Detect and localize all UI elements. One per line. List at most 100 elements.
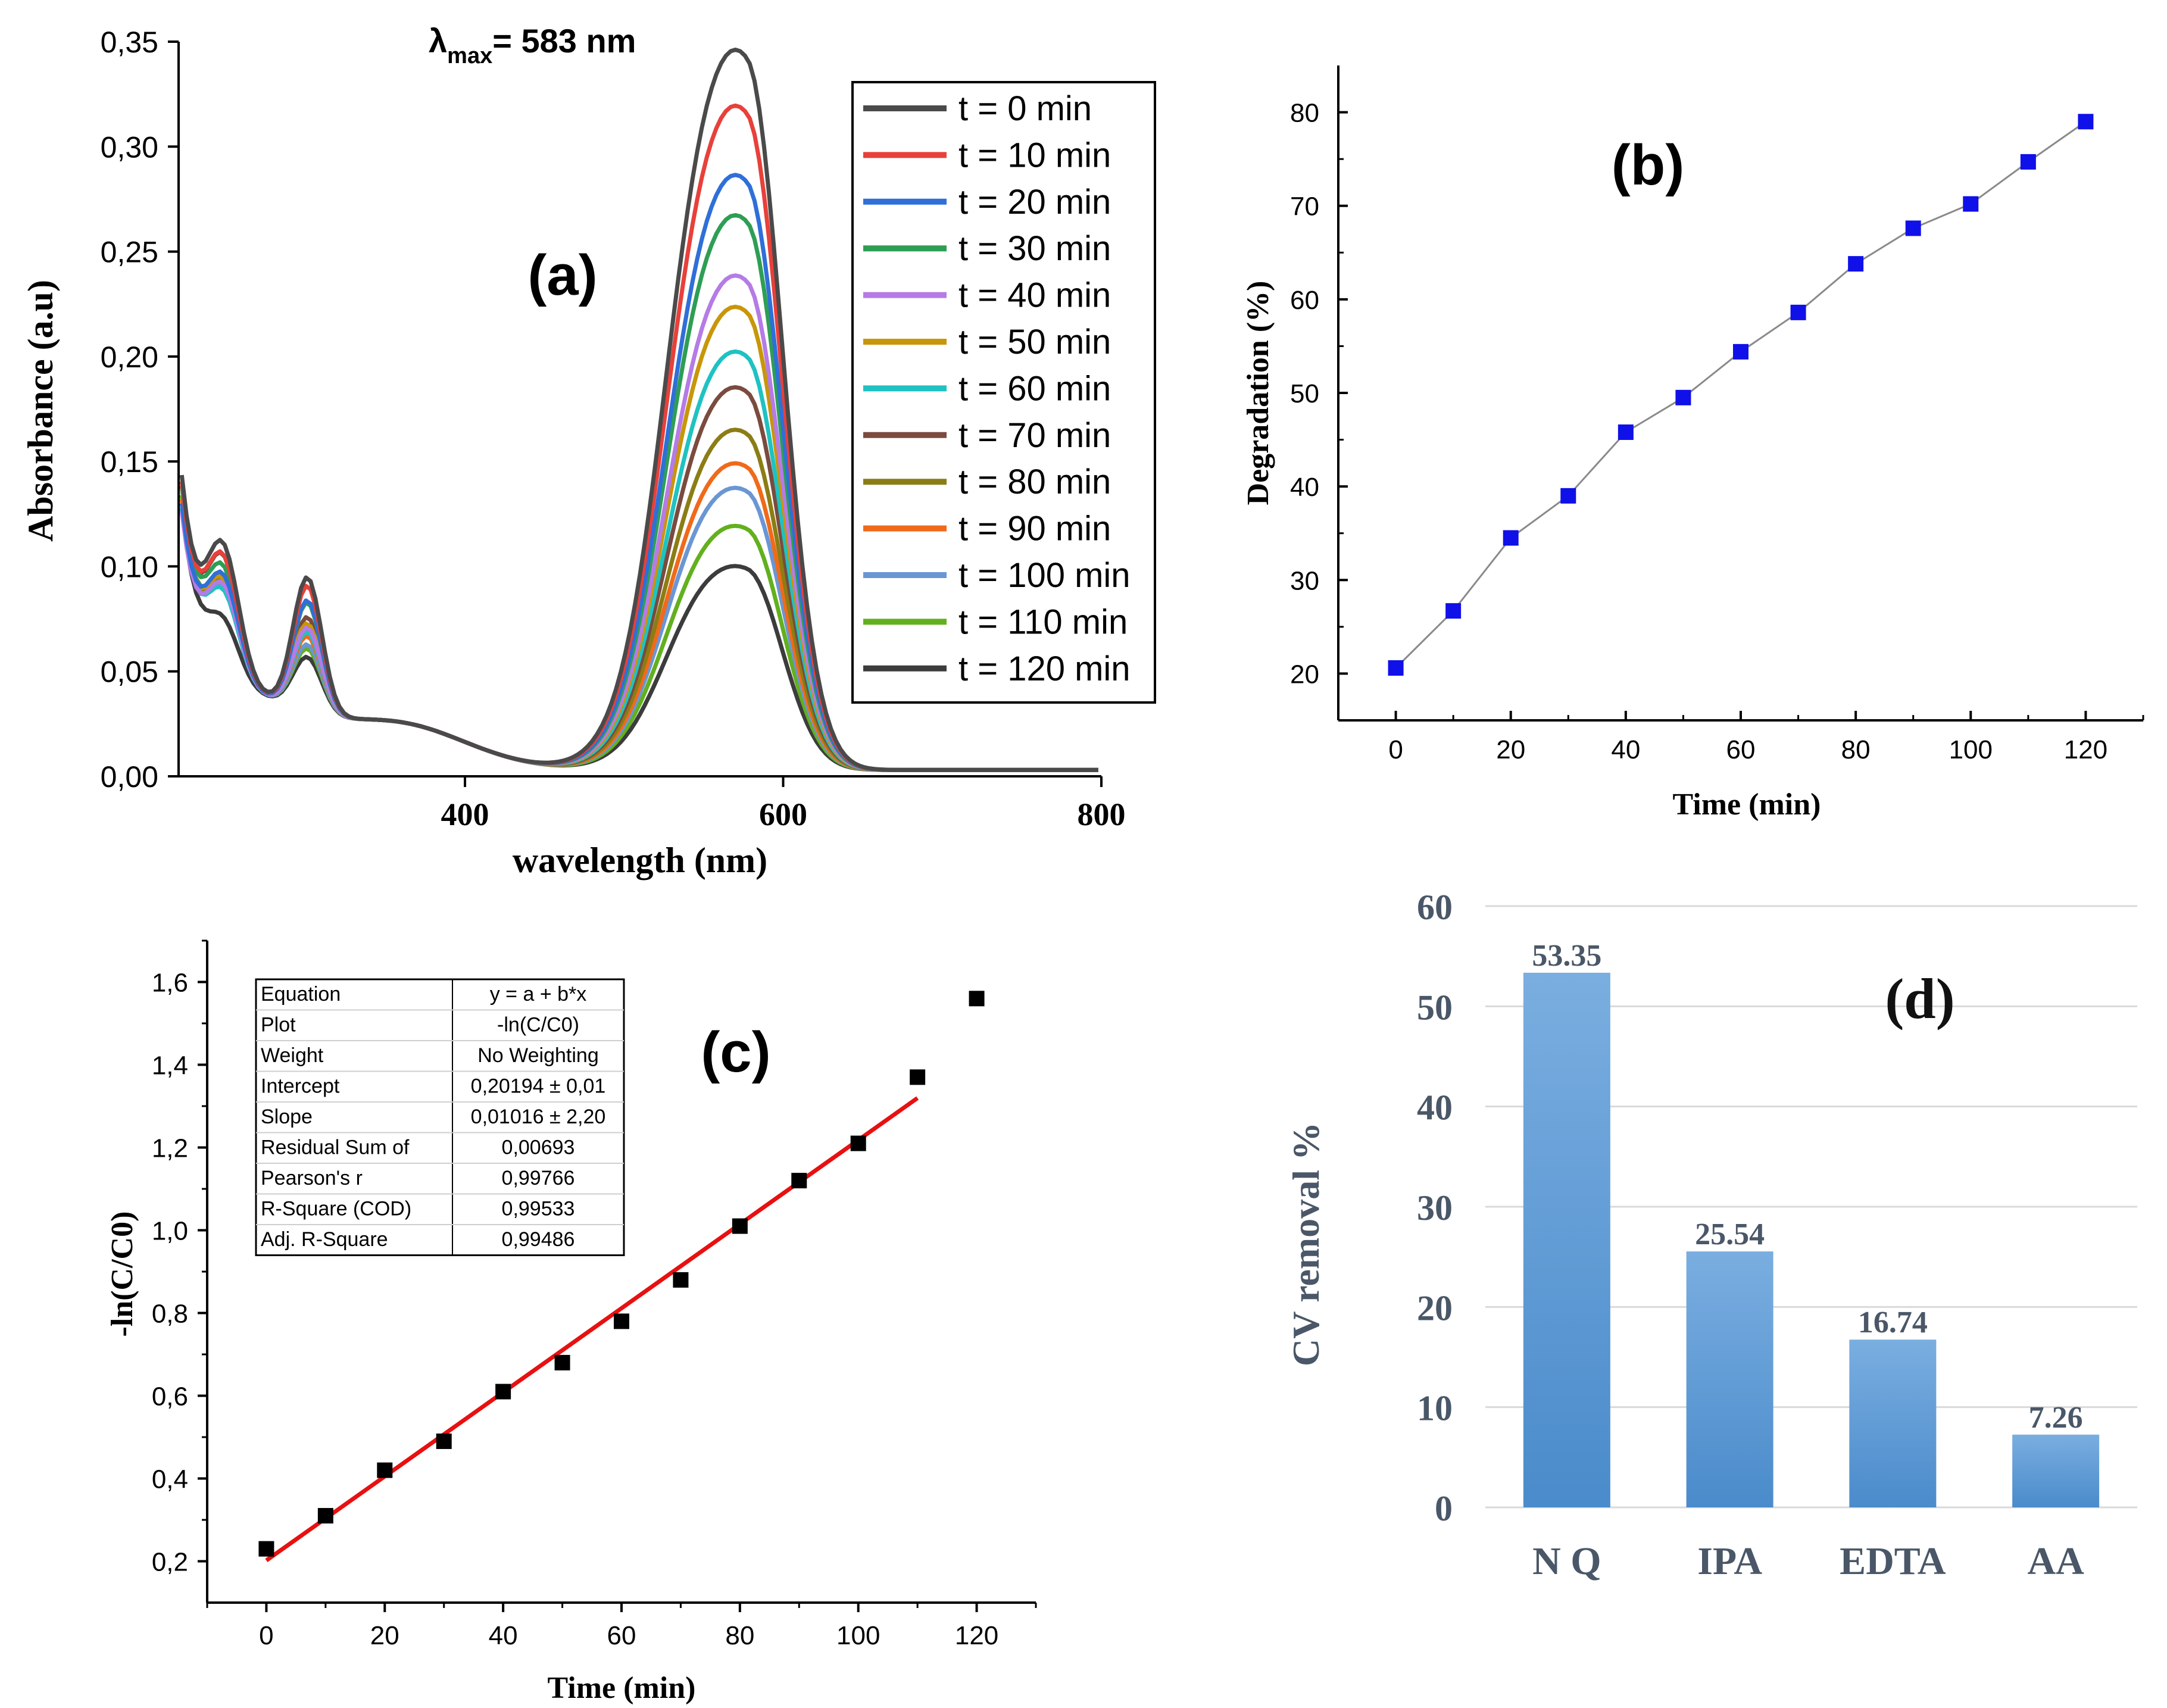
panel-b-y-ticks: 20 30 40 50 60 70 80 xyxy=(1290,99,1348,689)
legend-label: t = 120 min xyxy=(958,650,1131,688)
panel-b-label: (b) xyxy=(1612,133,1685,197)
fit-table-value: 0,20194 ± 0,01 xyxy=(471,1075,606,1098)
fit-table-value: 0,00693 xyxy=(502,1136,575,1159)
panel-a-title: λmax= 583 nm xyxy=(429,22,636,68)
y-tick-label: 50 xyxy=(1290,379,1319,408)
category-label: IPA xyxy=(1697,1540,1762,1583)
x-tick-label: 600 xyxy=(759,797,807,832)
data-point xyxy=(614,1313,629,1329)
y-tick-label: 20 xyxy=(1290,660,1319,689)
x-tick-label: 100 xyxy=(836,1621,880,1650)
panel-d-bars xyxy=(1523,972,2100,1507)
data-point xyxy=(850,1135,866,1151)
fit-table-key: Pearson's r xyxy=(261,1167,363,1189)
y-tick-label: 0,20 xyxy=(101,341,158,374)
fit-table-key: Equation xyxy=(261,983,341,1006)
bar xyxy=(2012,1434,2100,1507)
panel-a-x-ticks: 400 600 800 xyxy=(441,776,1126,832)
panel-a: 0,00 0,05 0,10 0,15 0,20 0,25 0,30 0,35 400 600 8… xyxy=(21,22,1156,880)
bar xyxy=(1849,1339,1937,1507)
panel-d-y-ticks: 0 10 20 30 40 50 60 xyxy=(1417,888,1453,1528)
panel-d: 0 10 20 30 40 50 60 53.35 25.54 16.74 7.26 N Q IPA… xyxy=(1285,888,2137,1583)
legend-label: t = 20 min xyxy=(958,183,1111,221)
panel-a-legend-entries: t = 0 min t = 10 min t = 20 min t = 30 min t… xyxy=(863,89,1131,688)
data-point xyxy=(1388,660,1404,676)
y-tick-label: 0,25 xyxy=(101,236,158,269)
panel-b-series-line xyxy=(1395,121,2087,669)
panel-b-x-label: Time (min) xyxy=(1673,788,1821,822)
panel-a-label: (a) xyxy=(527,243,597,307)
data-point xyxy=(1733,344,1748,360)
data-point xyxy=(1963,196,1979,212)
panel-c-y-ticks: 0,2 0,4 0,6 0,8 1,0 1,2 1,4 1,6 xyxy=(152,939,207,1577)
fit-table-value: y = a + b*x xyxy=(490,983,587,1006)
x-tick-label: 0 xyxy=(1388,735,1403,764)
panel-c-points xyxy=(258,991,985,1557)
data-point xyxy=(1618,424,1634,440)
x-tick-label: 80 xyxy=(725,1621,754,1650)
y-tick-label: 0,8 xyxy=(152,1300,188,1329)
legend-label: t = 110 min xyxy=(958,602,1128,641)
panel-d-label: (d) xyxy=(1885,967,1954,1031)
category-label: AA xyxy=(2027,1540,2084,1583)
x-tick-label: 40 xyxy=(1611,735,1640,764)
data-point xyxy=(910,1069,926,1085)
data-point xyxy=(1503,530,1519,546)
y-tick-label: 40 xyxy=(1417,1088,1453,1128)
x-tick-label: 120 xyxy=(2064,735,2107,764)
data-point xyxy=(377,1462,393,1478)
category-label: N Q xyxy=(1532,1540,1601,1583)
legend-label: t = 30 min xyxy=(958,229,1111,268)
y-tick-label: 0,6 xyxy=(152,1382,188,1412)
data-point xyxy=(791,1173,807,1189)
data-point xyxy=(1848,256,1864,272)
panel-a-y-ticks: 0,00 0,05 0,10 0,15 0,20 0,25 0,30 0,35 xyxy=(101,26,179,794)
data-point xyxy=(732,1218,748,1234)
data-point xyxy=(969,991,985,1007)
data-point xyxy=(2020,154,2036,170)
data-point xyxy=(1560,488,1576,504)
legend-label: t = 10 min xyxy=(958,136,1111,174)
x-tick-label: 60 xyxy=(607,1621,636,1650)
y-tick-label: 40 xyxy=(1290,473,1319,502)
y-tick-label: 1,2 xyxy=(152,1134,188,1163)
fit-table-value: -ln(C/C0) xyxy=(497,1014,579,1036)
fit-table-key: Intercept xyxy=(261,1075,340,1098)
panel-a-curves xyxy=(179,48,1098,772)
panel-c: 0,2 0,4 0,6 0,8 1,0 1,2 1,4 1,6 0 20 40 60 80 100 120… xyxy=(105,939,1037,1705)
y-tick-label: 20 xyxy=(1417,1288,1453,1328)
bar-value-label: 53.35 xyxy=(1532,939,1601,973)
x-tick-label: 40 xyxy=(489,1621,518,1650)
data-point xyxy=(258,1541,274,1557)
y-tick-label: 80 xyxy=(1290,99,1319,128)
data-point xyxy=(554,1354,570,1370)
x-tick-label: 0 xyxy=(259,1621,273,1650)
data-point xyxy=(1790,304,1806,320)
y-tick-label: 30 xyxy=(1290,566,1319,595)
y-tick-label: 0,15 xyxy=(101,445,158,479)
panel-d-x-ticks: N Q IPA EDTA AA xyxy=(1532,1540,2084,1583)
legend-label: t = 80 min xyxy=(958,463,1111,501)
fit-table-value: 0,99766 xyxy=(502,1167,575,1189)
x-tick-label: 120 xyxy=(955,1621,998,1650)
data-point xyxy=(317,1508,333,1524)
panel-c-fit-line xyxy=(265,1096,919,1563)
y-tick-label: 0,05 xyxy=(101,655,158,689)
legend-label: t = 60 min xyxy=(958,369,1111,408)
y-tick-label: 10 xyxy=(1417,1389,1453,1428)
bar-value-label: 7.26 xyxy=(2029,1401,2083,1435)
panel-b-x-ticks: 0 20 40 60 80 100 120 xyxy=(1337,711,2144,764)
panel-b-y-label: Degradation (%) xyxy=(1241,281,1275,505)
y-tick-label: 30 xyxy=(1417,1188,1453,1228)
legend-label: t = 0 min xyxy=(958,89,1092,128)
fit-table-key: Residual Sum of xyxy=(261,1136,410,1159)
data-point xyxy=(495,1384,511,1400)
panel-d-value-labels: 53.35 25.54 16.74 7.26 xyxy=(1532,939,2082,1435)
legend-label: t = 50 min xyxy=(958,323,1111,361)
legend-label: t = 40 min xyxy=(958,276,1111,315)
y-tick-label: 0 xyxy=(1435,1489,1453,1528)
y-tick-label: 1,6 xyxy=(152,969,188,998)
panel-a-y-label: Absorbance (a.u) xyxy=(21,280,60,542)
data-point xyxy=(673,1272,689,1288)
